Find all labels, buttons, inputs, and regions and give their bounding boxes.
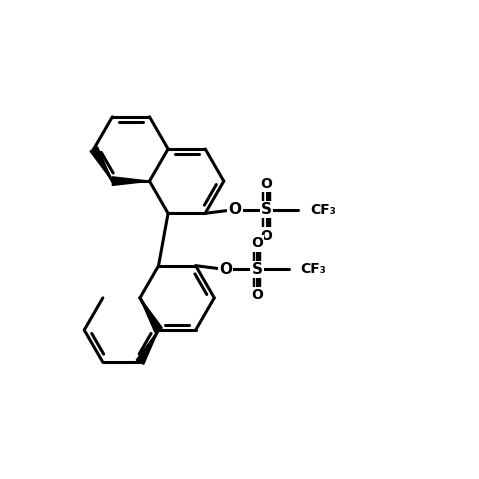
Polygon shape [113, 177, 149, 185]
Text: O: O [261, 177, 273, 191]
Text: O: O [251, 288, 263, 302]
Polygon shape [140, 298, 162, 332]
Text: CF₃: CF₃ [310, 203, 336, 217]
Text: O: O [261, 228, 273, 242]
Text: CF₃: CF₃ [300, 262, 326, 276]
Text: S: S [261, 202, 272, 217]
Text: O: O [219, 262, 232, 277]
Text: O: O [251, 237, 263, 251]
Polygon shape [136, 330, 159, 365]
Text: S: S [251, 262, 262, 277]
Polygon shape [90, 147, 113, 181]
Text: O: O [228, 202, 241, 217]
